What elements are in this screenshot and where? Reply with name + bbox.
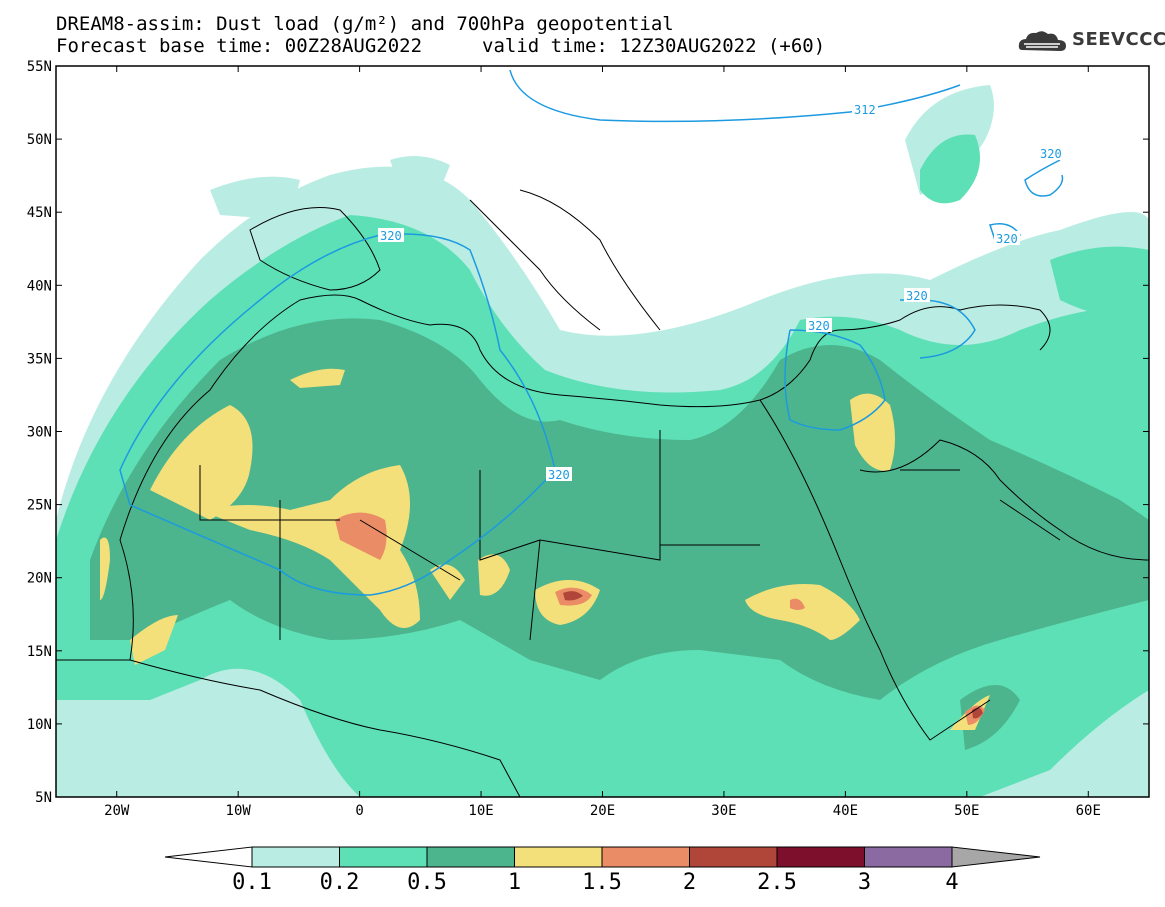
contour-label: 320 <box>808 319 830 333</box>
contour-labels: 312 320 320 320 320 320 320 <box>378 102 1064 482</box>
contour-label: 320 <box>1040 147 1062 161</box>
lon-label: 0 <box>355 803 363 819</box>
lat-label: 30N <box>27 425 52 441</box>
lon-label: 10E <box>468 803 493 819</box>
colorbar-label: 1 <box>508 870 521 895</box>
colorbar-label: 0.1 <box>232 870 272 895</box>
colorbar-label: 2.5 <box>757 870 797 895</box>
colorbar-label: 2 <box>683 870 696 895</box>
cloud-icon <box>1018 31 1066 51</box>
colorbar: 0.1 0.2 0.5 1 1.5 2 2.5 3 4 <box>164 846 1041 895</box>
colorbar-box <box>339 846 428 868</box>
lat-label: 45N <box>27 205 52 221</box>
lat-label: 40N <box>27 278 52 294</box>
geopotential-contours <box>119 69 1064 596</box>
colorbar-box <box>601 846 690 868</box>
contour-label: 312 <box>854 103 876 117</box>
logo-text: SEEVCCC <box>1072 29 1165 50</box>
lon-label: 20E <box>590 803 615 819</box>
map-title: DREAM8-assim: Dust load (g/m²) and 700hP… <box>56 13 674 35</box>
forecast-base-time: Forecast base time: 00Z28AUG2022 <box>56 35 423 57</box>
lon-label: 20W <box>104 803 130 819</box>
dust-level-1 <box>100 368 990 730</box>
contour-label: 320 <box>380 229 402 243</box>
colorbar-label: 4 <box>945 870 958 895</box>
lat-label: 15N <box>27 644 52 660</box>
lon-label: 30E <box>711 803 736 819</box>
colorbar-box <box>426 846 515 868</box>
coastlines <box>56 189 1149 797</box>
colorbar-box <box>689 846 778 868</box>
lon-label: 40E <box>833 803 858 819</box>
lat-label: 10N <box>27 717 52 733</box>
colorbar-over-triangle <box>951 846 1041 868</box>
colorbar-box <box>864 846 953 868</box>
latitude-axis: 55N 50N 45N 40N 35N 30N 25N 20N 15N 10N 5N <box>27 59 1149 806</box>
colorbar-box <box>251 846 340 868</box>
colorbar-label: 3 <box>858 870 871 895</box>
lon-label: 60E <box>1076 803 1101 819</box>
colorbar-label: 0.5 <box>407 870 447 895</box>
longitude-axis: 20W 10W 0 10E 20E 30E 40E 50E 60E <box>104 66 1101 819</box>
colorbar-under-triangle <box>164 846 253 868</box>
lat-label: 50N <box>27 132 52 148</box>
lat-label: 5N <box>35 790 52 806</box>
contour-label: 320 <box>906 289 928 303</box>
dust-load-field <box>56 66 1149 797</box>
colorbar-box <box>514 846 603 868</box>
colorbar-label: 1.5 <box>582 870 622 895</box>
lat-label: 20N <box>27 571 52 587</box>
contour-label: 320 <box>996 232 1018 246</box>
contour-label: 320 <box>548 468 570 482</box>
colorbar-box <box>776 846 865 868</box>
lat-label: 35N <box>27 351 52 367</box>
lon-label: 10W <box>226 803 252 819</box>
lat-label: 25N <box>27 498 52 514</box>
colorbar-label: 0.2 <box>320 870 360 895</box>
lat-label: 55N <box>27 59 52 75</box>
valid-time: valid time: 12Z30AUG2022 (+60) <box>482 35 826 57</box>
lon-label: 50E <box>954 803 979 819</box>
